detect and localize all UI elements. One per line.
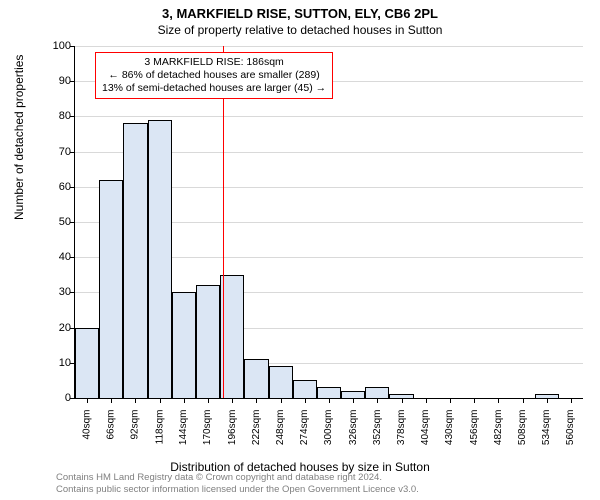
chart-title-sub: Size of property relative to detached ho… [0,21,600,37]
gridline [75,116,583,117]
xtick-mark [498,398,499,403]
histogram-bar [341,391,365,398]
histogram-bar [75,328,99,398]
xtick-label: 274sqm [299,410,310,446]
xtick-mark [450,398,451,403]
xtick-mark [281,398,282,403]
ytick-label: 70 [41,146,71,158]
xtick-label: 118sqm [154,410,165,445]
xtick-label: 92sqm [130,410,141,440]
xtick-mark [523,398,524,403]
histogram-bar [293,380,317,398]
xtick-mark [184,398,185,403]
xtick-label: 170sqm [203,410,214,446]
xtick-label: 300sqm [324,410,335,446]
xtick-mark [87,398,88,403]
histogram-bar [196,285,220,398]
y-axis-label: Number of detached properties [12,55,26,220]
chart-container: 010203040506070809010040sqm66sqm92sqm118… [52,46,582,426]
xtick-mark [353,398,354,403]
xtick-label: 144sqm [178,410,189,446]
annotation-line: 3 MARKFIELD RISE: 186sqm [102,56,326,69]
ytick-label: 60 [41,181,71,193]
footer-line-2: Contains public sector information licen… [56,484,419,496]
xtick-mark [305,398,306,403]
ytick-label: 80 [41,110,71,122]
xtick-label: 40sqm [82,410,93,440]
xtick-label: 378sqm [396,410,407,446]
xtick-label: 66sqm [106,410,117,440]
xtick-label: 534sqm [541,410,552,446]
histogram-bar [123,123,147,398]
annotation-box: 3 MARKFIELD RISE: 186sqm← 86% of detache… [95,52,333,99]
footer-line-1: Contains HM Land Registry data © Crown c… [56,472,419,484]
xtick-mark [377,398,378,403]
footer-attribution: Contains HM Land Registry data © Crown c… [56,472,419,496]
xtick-label: 482sqm [493,410,504,446]
xtick-mark [111,398,112,403]
xtick-label: 404sqm [420,410,431,446]
histogram-bar [269,366,293,398]
xtick-label: 456sqm [469,410,480,446]
histogram-bar [244,359,268,398]
xtick-mark [547,398,548,403]
xtick-mark [232,398,233,403]
xtick-label: 560sqm [565,410,576,446]
xtick-mark [402,398,403,403]
chart-title-main: 3, MARKFIELD RISE, SUTTON, ELY, CB6 2PL [0,0,600,21]
xtick-label: 508sqm [517,410,528,446]
xtick-label: 196sqm [227,410,238,446]
xtick-mark [329,398,330,403]
xtick-mark [474,398,475,403]
histogram-bar [99,180,123,398]
plot-area: 010203040506070809010040sqm66sqm92sqm118… [74,46,583,399]
gridline [75,46,583,47]
histogram-bar [172,292,196,398]
annotation-line: ← 86% of detached houses are smaller (28… [102,69,326,82]
xtick-label: 222sqm [251,410,262,446]
histogram-bar [365,387,389,398]
ytick-label: 10 [41,357,71,369]
ytick-label: 40 [41,251,71,263]
xtick-label: 352sqm [372,410,383,446]
xtick-mark [160,398,161,403]
ytick-label: 30 [41,286,71,298]
xtick-mark [135,398,136,403]
xtick-label: 326sqm [348,410,359,446]
xtick-mark [208,398,209,403]
histogram-bar [148,120,172,398]
annotation-line: 13% of semi-detached houses are larger (… [102,82,326,95]
ytick-label: 90 [41,75,71,87]
histogram-bar [317,387,341,398]
xtick-mark [426,398,427,403]
ytick-label: 50 [41,216,71,228]
ytick-label: 100 [41,40,71,52]
xtick-label: 430sqm [444,410,455,446]
ytick-label: 0 [41,392,71,404]
xtick-label: 248sqm [275,410,286,446]
xtick-mark [571,398,572,403]
ytick-label: 20 [41,322,71,334]
xtick-mark [256,398,257,403]
